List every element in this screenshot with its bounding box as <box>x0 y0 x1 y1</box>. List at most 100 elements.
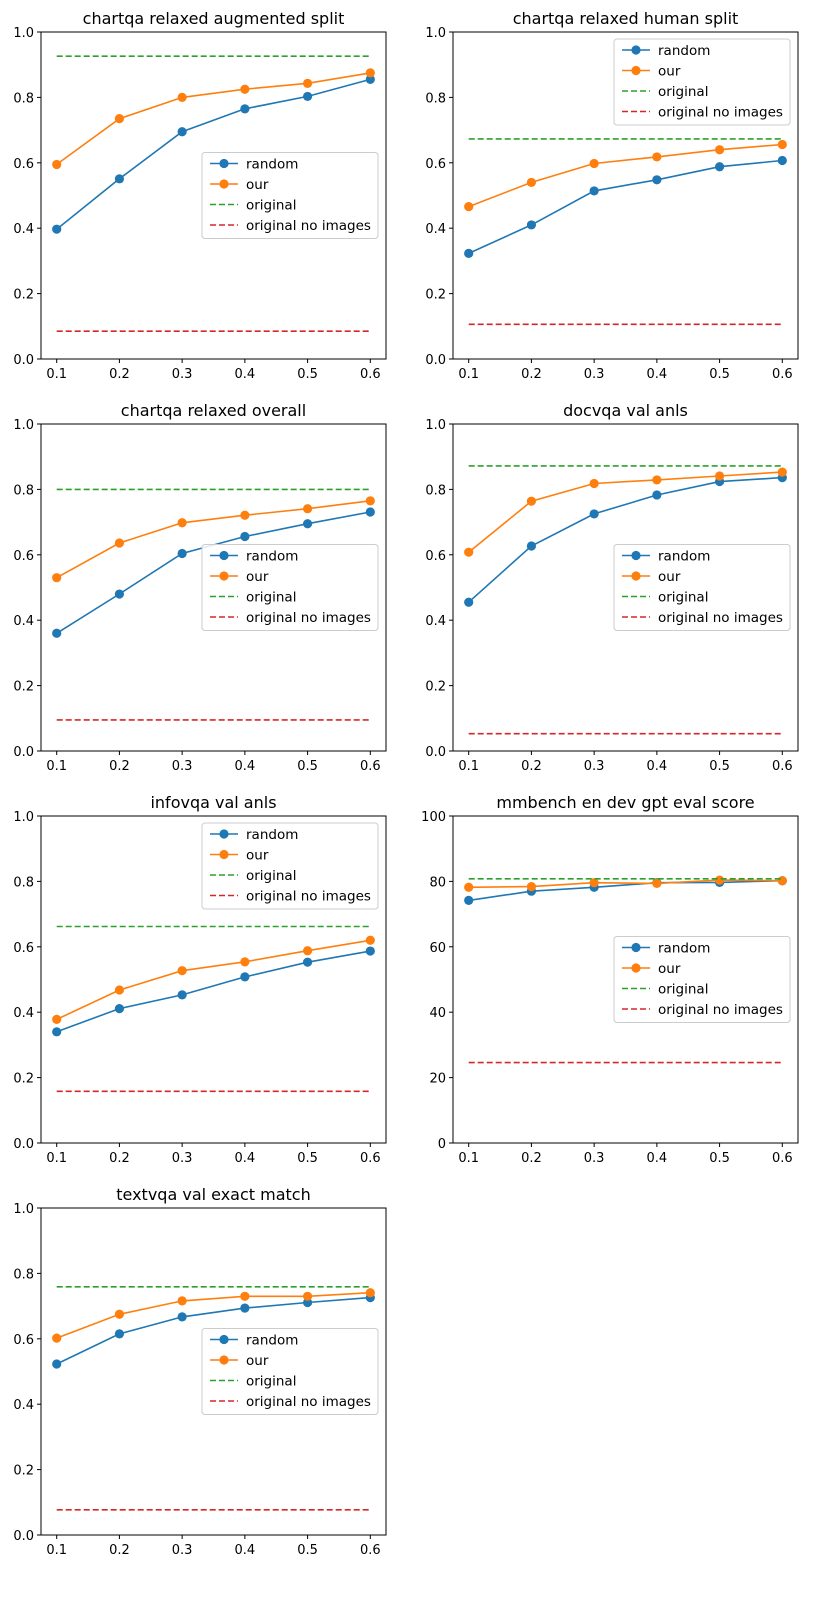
x-tick-label: 0.3 <box>172 1151 193 1166</box>
x-tick-label: 0.4 <box>647 759 668 774</box>
y-tick-label: 0.0 <box>13 1529 34 1544</box>
chart-title: docvqa val anls <box>563 401 688 420</box>
legend-label-original: original <box>658 590 708 606</box>
data-point-random <box>526 220 537 230</box>
data-point-random <box>526 541 537 551</box>
legend-label-original: original <box>658 84 708 100</box>
legend-label-our: our <box>246 569 269 585</box>
data-point-our <box>589 478 599 489</box>
data-point-our <box>177 966 187 976</box>
legend-label-random: random <box>658 549 710 565</box>
legend-label-random: random <box>246 1333 298 1349</box>
data-point-our <box>589 878 599 888</box>
x-tick-label: 0.2 <box>521 759 542 774</box>
axes-frame <box>452 815 799 1144</box>
legend-marker-random <box>219 1334 229 1345</box>
data-point-our <box>52 159 62 170</box>
data-point-random <box>365 946 375 956</box>
x-tick-label: 0.2 <box>109 1543 130 1558</box>
series-line-random <box>468 159 783 255</box>
y-tick-label: 0.0 <box>13 1137 34 1152</box>
y-tick-label: 100 <box>421 810 446 825</box>
x-tick-label: 0.3 <box>172 1543 193 1558</box>
x-tick-label: 0.3 <box>172 367 193 382</box>
data-point-our <box>714 471 725 481</box>
y-tick-label: 0.2 <box>13 1072 34 1087</box>
legend-marker-random <box>219 550 229 561</box>
data-point-random <box>714 162 725 172</box>
x-tick-label: 0.6 <box>360 367 381 382</box>
y-tick-label: 1.0 <box>13 810 34 825</box>
series-line-our <box>468 879 783 889</box>
y-tick-label: 0.8 <box>13 91 34 106</box>
x-tick-label: 0.4 <box>235 759 256 774</box>
data-point-random <box>365 74 375 85</box>
x-tick-label: 0.6 <box>360 1543 381 1558</box>
legend-label-our: our <box>246 848 269 864</box>
data-point-our <box>302 946 313 956</box>
axes-frame <box>40 815 387 1144</box>
data-point-our <box>365 1288 375 1298</box>
legend-label-original: original <box>246 198 296 214</box>
data-point-our <box>365 496 375 506</box>
legend-label-random: random <box>246 827 298 843</box>
data-point-our <box>302 1291 313 1301</box>
x-tick-label: 0.4 <box>235 1151 256 1166</box>
data-point-random <box>177 127 187 137</box>
x-tick-label: 0.1 <box>46 759 67 774</box>
legend: random our original original no images <box>201 822 379 910</box>
legend: random our original original no images <box>613 38 791 126</box>
legend-label-original-no-images: original no images <box>658 105 783 121</box>
y-tick-label: 0.6 <box>13 1333 34 1348</box>
chart-infovqa-val-anls: infovqa val anls 0.1 0.2 0.3 0.4 0.5 0.6 0.0 0.2… <box>13 793 387 1166</box>
legend-label-random: random <box>246 157 298 173</box>
data-point-our <box>52 573 62 583</box>
data-point-random <box>240 531 250 542</box>
legend-box <box>613 936 791 1023</box>
data-point-our <box>240 84 250 94</box>
data-point-random <box>240 1303 250 1313</box>
legend: random our original original no images <box>201 1328 379 1415</box>
x-tick-label: 0.1 <box>46 1543 67 1558</box>
series-line-our <box>468 471 783 553</box>
data-point-our <box>240 510 250 520</box>
x-tick-label: 0.4 <box>647 367 668 382</box>
data-point-our <box>777 467 787 477</box>
chart-chartqa-relaxed-overall: chartqa relaxed overall 0.1 0.2 0.3 0.4 0.5 0.… <box>13 401 387 774</box>
legend: random our original original no images <box>613 544 791 631</box>
legend-label-original-no-images: original no images <box>246 218 371 234</box>
data-point-random <box>114 1004 125 1014</box>
axes-frame <box>40 1207 387 1536</box>
legend-label-original: original <box>246 868 296 884</box>
data-point-our <box>526 496 537 506</box>
legend-box <box>201 544 379 631</box>
data-point-our <box>526 177 537 188</box>
legend-marker-random <box>631 942 641 953</box>
y-tick-label: 80 <box>429 875 446 890</box>
data-point-our <box>114 114 125 124</box>
legend-marker-our <box>219 849 229 860</box>
x-tick-label: 0.5 <box>709 1151 730 1166</box>
chart-title: chartqa relaxed human split <box>513 9 739 28</box>
data-point-random <box>777 155 787 166</box>
y-tick-label: 0.6 <box>425 157 446 172</box>
y-tick-label: 0.0 <box>425 745 446 760</box>
legend-label-original-no-images: original no images <box>246 1394 371 1410</box>
x-tick-label: 0.2 <box>109 367 130 382</box>
x-tick-label: 0.1 <box>458 1151 479 1166</box>
legend-label-original-no-images: original no images <box>658 610 783 626</box>
chart-title: infovqa val anls <box>150 793 276 812</box>
data-point-our <box>177 1296 187 1306</box>
y-tick-label: 0.4 <box>13 1398 34 1413</box>
legend-marker-our <box>219 1355 229 1365</box>
legend: random our original original no images <box>613 936 791 1023</box>
series-line-our <box>56 1291 371 1339</box>
data-point-random <box>365 507 375 517</box>
data-point-random <box>589 509 599 519</box>
data-point-random <box>52 1359 62 1369</box>
data-point-our <box>777 139 787 150</box>
data-point-random <box>302 519 313 529</box>
legend-marker-random <box>631 550 641 561</box>
y-tick-label: 0.4 <box>13 1006 34 1021</box>
